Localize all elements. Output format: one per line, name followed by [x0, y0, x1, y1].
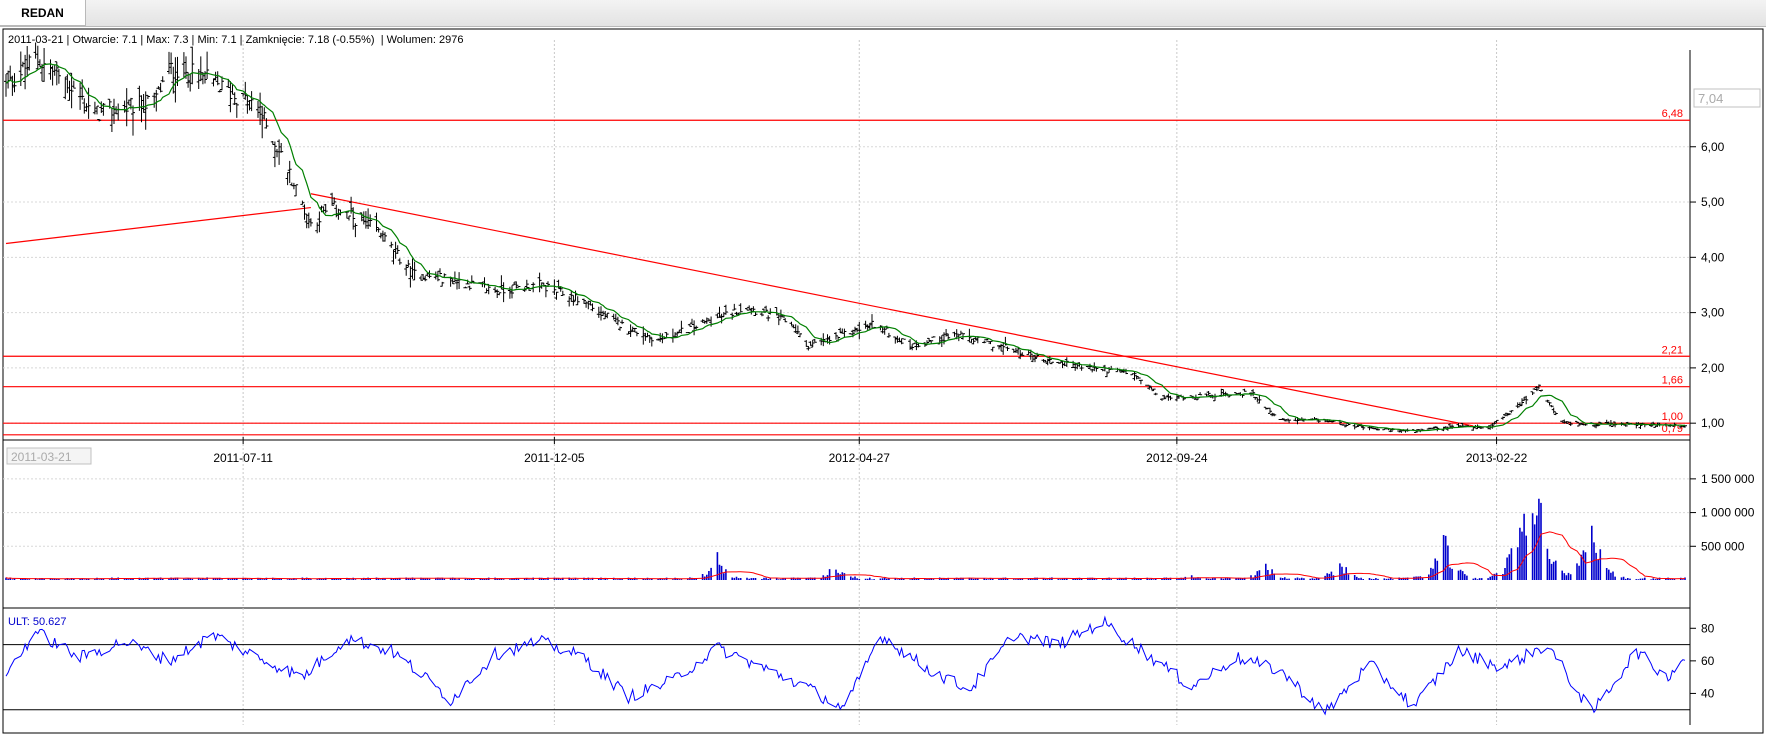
- price-tick-label: 1,00: [1701, 416, 1725, 430]
- date-tick-label: 2012-09-24: [1146, 451, 1208, 465]
- info-volume-label: Wolumen:: [386, 34, 436, 46]
- date-tick-label: 2011-07-11: [213, 451, 273, 465]
- info-max-label: Max:: [146, 34, 171, 46]
- price-tick-label: 4,00: [1701, 250, 1725, 264]
- info-close: 7.18: [307, 34, 330, 46]
- tab-redan[interactable]: REDAN: [0, 0, 86, 26]
- price-pane[interactable]: 6,48 2,21 1,66 1,000,79: [3, 42, 1690, 436]
- volume-tick-label: 500 000: [1701, 539, 1745, 553]
- volume-ma-line: [5, 531, 1686, 580]
- ult-tick-label: 40: [1701, 686, 1715, 700]
- info-min-label: Min:: [197, 34, 219, 46]
- level-label: 1,00: [1662, 411, 1683, 423]
- level-label: 0,79: [1662, 423, 1683, 435]
- tab-bar: REDAN: [0, 0, 1766, 27]
- level-label: 6,48: [1662, 108, 1683, 120]
- ult-tick-label: 60: [1701, 654, 1715, 668]
- ult-label: ULT: 50.627: [8, 616, 67, 628]
- grid: [3, 40, 1696, 725]
- price-current-label: 7,04: [1698, 91, 1723, 106]
- ohlc-info-bar: 2011-03-21 | Otwarcie: 7.1 | Max: 7.3 | …: [8, 34, 464, 46]
- cursor-date-label: 2011-03-21: [11, 450, 72, 464]
- level-label: 2,21: [1662, 344, 1683, 356]
- trend-line: [310, 193, 1474, 427]
- info-open-label: Otwarcie:: [72, 34, 119, 46]
- price-bars: [4, 42, 1687, 433]
- moving-average-line: [5, 63, 1686, 432]
- volume-pane[interactable]: [5, 498, 1686, 580]
- info-min: 7.1: [221, 34, 237, 46]
- date-tick-label: 2011-12-05: [524, 451, 585, 465]
- date-tick-label: 2012-04-27: [829, 451, 891, 465]
- info-volume: 2976: [439, 34, 464, 46]
- info-close-label: Zamknięcie:: [245, 34, 305, 46]
- ult-pane[interactable]: [3, 615, 1690, 716]
- ult-tick-label: 80: [1701, 621, 1715, 635]
- price-current-box: [1693, 88, 1761, 108]
- level-label: 1,66: [1662, 375, 1683, 387]
- date-tick-label: 2013-02-22: [1466, 451, 1528, 465]
- info-open: 7.1: [121, 34, 138, 46]
- price-tick-label: 3,00: [1701, 306, 1725, 320]
- volume-tick-label: 1 500 000: [1701, 472, 1755, 486]
- chart-frame: [2, 28, 1764, 734]
- cursor-date-box: [6, 447, 92, 465]
- price-tick-label: 6,00: [1701, 140, 1725, 154]
- info-change: (-0.55%): [332, 34, 375, 46]
- ult-line: [5, 615, 1686, 716]
- price-tick-label: 5,00: [1701, 195, 1725, 209]
- volume-tick-label: 1 000 000: [1701, 506, 1755, 520]
- price-tick-label: 2,00: [1701, 361, 1725, 375]
- volume-bars: [5, 498, 1686, 580]
- trend-line: [5, 206, 311, 245]
- axis-labels: 2011-07-11 2011-12-05 2012-04-27 2012-09-24…: [213, 140, 1754, 701]
- info-date: 2011-03-21: [8, 34, 64, 46]
- info-max: 7.3: [173, 34, 189, 46]
